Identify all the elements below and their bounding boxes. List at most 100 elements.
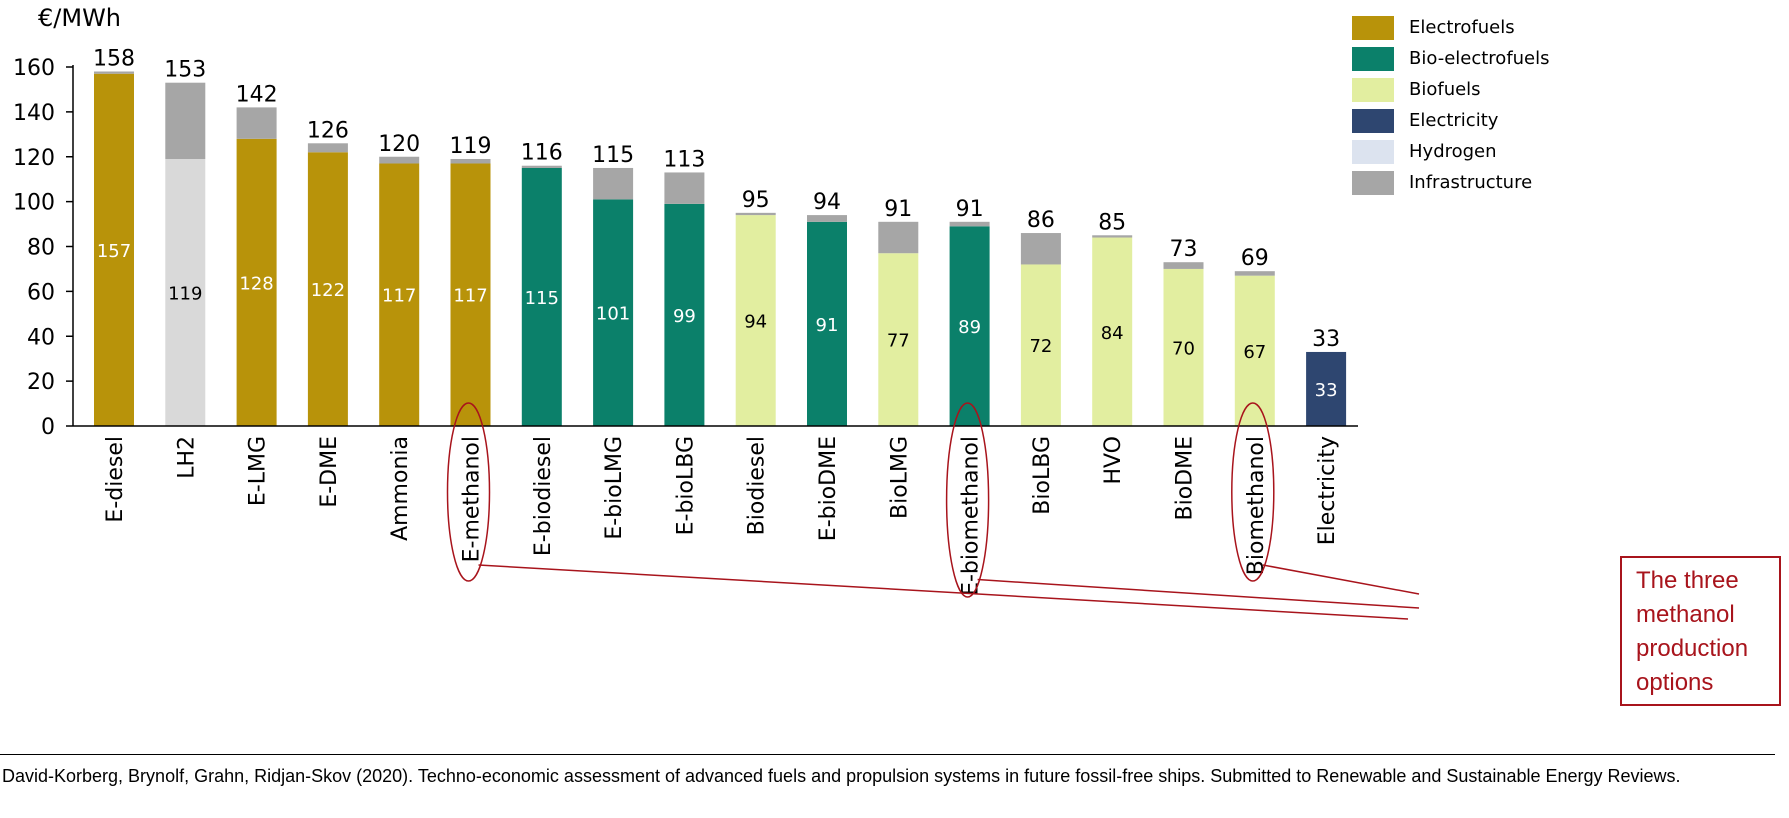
- y-tick-label: 160: [13, 56, 55, 81]
- legend-swatch: [1352, 15, 1394, 40]
- bar-infrastructure-segment: [807, 215, 847, 222]
- bar-biofuels-segment: [1020, 264, 1061, 426]
- bar-total-label: 142: [236, 82, 278, 107]
- x-tick-label: BioLMG: [887, 436, 912, 519]
- bar-infrastructure-segment: [379, 156, 420, 164]
- x-tick-label: E-bioDME: [816, 436, 841, 541]
- bar-bio-electrofuels-segment: [593, 199, 634, 426]
- y-tick-label: 100: [13, 191, 55, 216]
- bar-base-value-label: 117: [453, 286, 487, 307]
- bar-group: 115 116: [521, 141, 563, 426]
- bar-total-label: 119: [450, 134, 492, 159]
- y-axis: 0 20 40 60 80 100 120 140 160: [13, 56, 74, 440]
- callout-line: production: [1636, 635, 1749, 662]
- legend-swatch: [1352, 139, 1394, 164]
- legend-label: Infrastructure: [1409, 172, 1533, 193]
- x-tick-label: Electricity: [1315, 436, 1340, 545]
- bar-infrastructure-segment: [1163, 262, 1204, 269]
- bar-infrastructure-segment: [949, 221, 990, 227]
- bar-total-label: 33: [1312, 327, 1340, 352]
- bar-base-value-label: 99: [673, 306, 696, 327]
- bar-total-label: 85: [1098, 210, 1126, 235]
- bar-hydrogen-segment: [165, 158, 206, 426]
- legend-label: Hydrogen: [1409, 141, 1497, 162]
- bar-infrastructure-segment: [735, 212, 776, 216]
- bar-total-label: 73: [1170, 237, 1198, 262]
- bar-biofuels-segment: [878, 253, 919, 426]
- callout-connector-line: [1262, 564, 1420, 595]
- bar-base-value-label: 77: [887, 331, 910, 352]
- bar-biofuels-segment: [1234, 275, 1275, 426]
- y-tick-label: 120: [13, 146, 55, 171]
- bar-base-value-label: 94: [744, 312, 767, 333]
- bar-group: 67 69: [1234, 246, 1275, 426]
- legend-swatch: [1352, 170, 1394, 195]
- bar-infrastructure-segment: [664, 172, 705, 204]
- bar-infrastructure-segment: [450, 158, 491, 164]
- y-tick-label: 140: [13, 101, 55, 126]
- x-tick-label: E-biodiesel: [531, 436, 556, 556]
- bar-infrastructure-segment: [307, 143, 348, 153]
- bar-biofuels-segment: [1163, 268, 1204, 426]
- x-tick-label: E-bioLMG: [602, 436, 627, 540]
- methanol-callout-box: The three methanol production options: [1620, 556, 1781, 706]
- highlight-ellipse: [446, 402, 491, 582]
- bar-electrofuels-segment: [379, 163, 420, 426]
- bar-infrastructure-segment: [1234, 271, 1275, 276]
- bar-bio-electrofuels-segment: [807, 221, 847, 426]
- legend-swatch: [1352, 77, 1394, 102]
- footer-divider: [0, 754, 1775, 755]
- bar-base-value-label: 70: [1172, 338, 1195, 359]
- x-tick-label: E-bioLBG: [673, 436, 698, 535]
- bar-total-label: 116: [521, 141, 563, 166]
- callout-connector-line: [977, 578, 1420, 609]
- bar-group: 84 85: [1092, 210, 1133, 426]
- bar-group: 117 119: [450, 134, 492, 426]
- bar-base-value-label: 128: [239, 273, 273, 294]
- legend-item: Bio-electrofuels: [1352, 43, 1550, 74]
- bar-infrastructure-segment: [1020, 233, 1061, 265]
- bar-infrastructure-segment: [236, 107, 277, 139]
- legend-swatch: [1352, 46, 1394, 71]
- x-tick-label: Biomethanol: [1244, 436, 1269, 575]
- bar-infrastructure-segment: [521, 165, 562, 168]
- x-tick-label: Biodiesel: [745, 436, 770, 535]
- y-tick-label: 20: [27, 370, 55, 395]
- bar-group: 77 91: [878, 197, 919, 426]
- legend-item: Electricity: [1352, 105, 1550, 136]
- bar-group: 91 94: [807, 190, 847, 426]
- bar-infrastructure-segment: [94, 71, 134, 74]
- bar-total-label: 95: [742, 188, 770, 213]
- bar-total-label: 158: [93, 46, 135, 71]
- legend-item: Hydrogen: [1352, 136, 1550, 167]
- bar-base-value-label: 33: [1315, 380, 1338, 401]
- legend-label: Bio-electrofuels: [1409, 48, 1550, 69]
- bars-group: 1571581191531281421221261171201171191151…: [93, 46, 1347, 427]
- bar-electrofuels-segment: [450, 163, 491, 426]
- bar-total-label: 115: [592, 143, 634, 168]
- bar-total-label: 126: [307, 118, 349, 143]
- bar-chart: €/MWh 0 20 40 60 80 100 120 140 160 157 158 119 153…: [13, 4, 1420, 620]
- highlight-ellipse: [1231, 402, 1275, 582]
- y-tick-label: 0: [41, 415, 55, 440]
- bar-group: 99 113: [663, 147, 705, 426]
- x-tick-label: Ammonia: [388, 436, 413, 541]
- bar-group: 122 126: [307, 118, 349, 426]
- citation-text: David-Korberg, Brynolf, Grahn, Ridjan-Sk…: [2, 766, 1681, 786]
- bar-group: 128 142: [236, 82, 278, 427]
- bar-total-label: 91: [884, 197, 912, 222]
- y-axis-title: €/MWh: [38, 4, 121, 32]
- y-tick-label: 40: [27, 325, 55, 350]
- bar-bio-electrofuels-segment: [521, 167, 562, 426]
- bar-bio-electrofuels-segment: [664, 203, 705, 426]
- legend-item: Infrastructure: [1352, 167, 1550, 198]
- callout-line: The three: [1636, 567, 1739, 594]
- callout-line: options: [1636, 669, 1714, 696]
- bar-group: 101 115: [592, 143, 634, 426]
- legend-item: Electrofuels: [1352, 12, 1550, 43]
- x-tick-label: LH2: [174, 436, 199, 479]
- legend: Electrofuels Bio-electrofuels Biofuels Elec…: [1352, 12, 1550, 198]
- bar-base-value-label: 89: [958, 317, 981, 338]
- bar-group: 72 86: [1020, 208, 1061, 426]
- bar-infrastructure-segment: [593, 167, 634, 200]
